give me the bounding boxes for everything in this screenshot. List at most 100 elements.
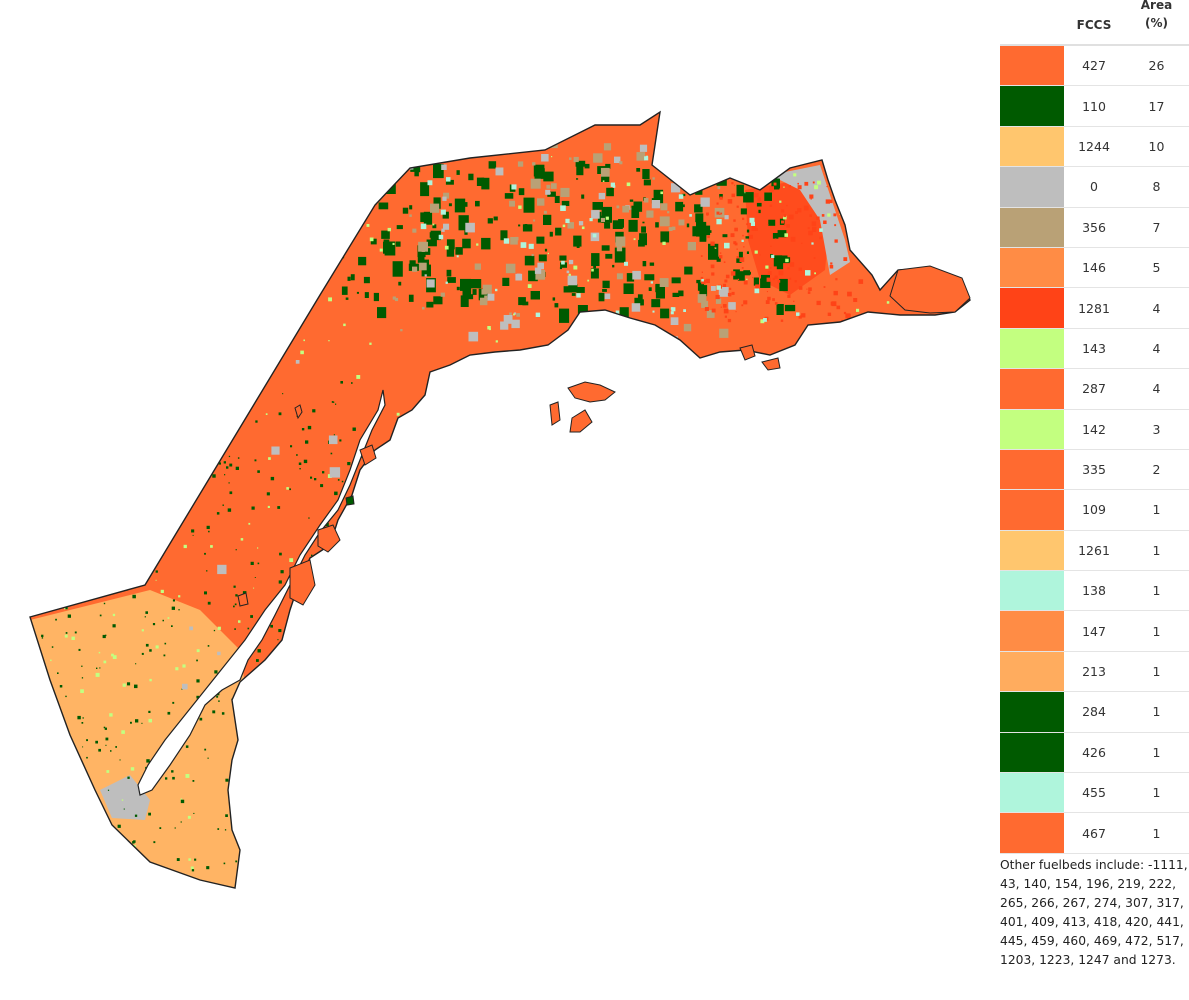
dark-speckle xyxy=(214,670,218,674)
dark-speckle xyxy=(99,667,101,669)
dark-speckle xyxy=(330,452,333,455)
dark-speckle xyxy=(221,712,225,715)
forest-patch xyxy=(395,241,401,247)
light-green-speckle xyxy=(258,227,261,230)
light-green-speckle xyxy=(449,571,452,574)
light-green-speckle xyxy=(229,385,232,387)
red-speckle xyxy=(719,196,723,200)
light-green-speckle xyxy=(784,233,788,237)
light-green-speckle xyxy=(159,213,163,217)
legend-header-area-label: Area xyxy=(1140,0,1173,12)
dark-speckle xyxy=(296,454,298,456)
light-green-speckle xyxy=(933,189,936,192)
light-green-speckle xyxy=(662,241,666,245)
tan-gray-patch xyxy=(513,312,517,315)
light-green-speckle xyxy=(302,638,306,642)
red-speckle xyxy=(825,199,830,204)
dark-speckle xyxy=(351,546,353,549)
forest-patch xyxy=(678,290,684,297)
dark-speckle xyxy=(58,732,61,734)
red-speckle xyxy=(736,205,739,208)
dark-speckle xyxy=(235,594,238,597)
dark-speckle xyxy=(357,719,361,723)
red-speckle xyxy=(769,204,773,207)
red-speckle xyxy=(766,277,771,282)
dark-speckle xyxy=(94,410,98,415)
tan-gray-patch xyxy=(600,167,610,177)
aqua-fleck xyxy=(805,270,811,276)
light-green-speckle xyxy=(741,700,746,704)
legend-color-swatch xyxy=(1000,571,1064,611)
dark-speckle xyxy=(257,649,261,653)
legend-row: 1281 4 xyxy=(1000,288,1189,329)
dark-speckle xyxy=(48,693,52,698)
tan-gray-patch xyxy=(566,270,570,274)
light-green-speckle xyxy=(74,778,76,780)
dark-speckle xyxy=(227,508,232,512)
dark-speckle xyxy=(96,667,98,669)
light-green-speckle xyxy=(207,229,210,231)
tan-gray-patch xyxy=(616,246,623,252)
dark-speckle xyxy=(56,709,58,712)
legend-color-swatch xyxy=(1000,126,1064,167)
dark-speckle xyxy=(218,700,220,702)
light-green-speckle xyxy=(115,519,118,521)
tan-gray-patch xyxy=(468,331,479,342)
red-speckle xyxy=(742,234,744,237)
light-green-speckle xyxy=(261,229,265,232)
tan-gray-patch xyxy=(424,274,427,277)
light-green-speckle xyxy=(922,777,925,780)
dark-speckle xyxy=(79,474,81,476)
dark-speckle xyxy=(344,774,347,777)
red-speckle xyxy=(816,216,820,220)
light-green-speckle xyxy=(910,651,912,653)
tan-gray-patch xyxy=(533,219,536,222)
light-green-speckle xyxy=(582,845,586,849)
light-green-speckle xyxy=(930,156,934,160)
red-speckle xyxy=(840,192,843,195)
dark-speckle xyxy=(320,484,324,488)
tan-gray-patch xyxy=(569,157,572,160)
dark-speckle xyxy=(278,412,282,416)
tan-gray-patch xyxy=(593,153,603,163)
dark-speckle xyxy=(305,440,309,444)
dark-speckle xyxy=(117,824,121,828)
red-speckle xyxy=(715,294,720,300)
red-speckle xyxy=(798,315,802,319)
forest-patch xyxy=(383,241,394,254)
dark-speckle xyxy=(329,616,332,619)
light-green-speckle xyxy=(392,242,395,245)
dark-speckle xyxy=(74,839,77,842)
forest-patch xyxy=(776,304,784,315)
dark-speckle xyxy=(234,628,236,630)
forest-patch xyxy=(777,230,787,238)
light-green-speckle xyxy=(183,544,187,549)
light-green-speckle xyxy=(265,413,268,415)
red-speckle xyxy=(751,226,757,231)
light-green-speckle xyxy=(605,216,609,220)
light-green-speckle xyxy=(495,340,498,343)
aqua-fleck xyxy=(615,310,620,314)
light-green-speckle xyxy=(411,803,414,806)
light-green-speckle xyxy=(601,783,604,786)
light-green-speckle xyxy=(286,487,289,490)
light-green-speckle xyxy=(749,692,753,696)
red-speckle xyxy=(812,226,817,232)
dark-speckle xyxy=(68,552,70,555)
dark-speckle xyxy=(266,492,270,496)
light-green-speckle xyxy=(59,824,64,828)
light-green-speckle xyxy=(757,692,760,696)
forest-patch xyxy=(660,308,670,319)
dark-speckle xyxy=(225,814,228,817)
dark-speckle xyxy=(51,756,55,760)
legend-fccs-value: 0 xyxy=(1090,179,1098,195)
gray-blob xyxy=(234,253,244,264)
gray-blob xyxy=(295,360,300,364)
light-green-speckle xyxy=(346,540,348,543)
dark-speckle xyxy=(280,721,283,724)
red-speckle xyxy=(710,241,715,246)
light-green-speckle xyxy=(783,186,785,188)
dark-speckle xyxy=(167,487,170,490)
tan-gray-patch xyxy=(509,200,515,207)
light-green-speckle xyxy=(490,434,493,437)
